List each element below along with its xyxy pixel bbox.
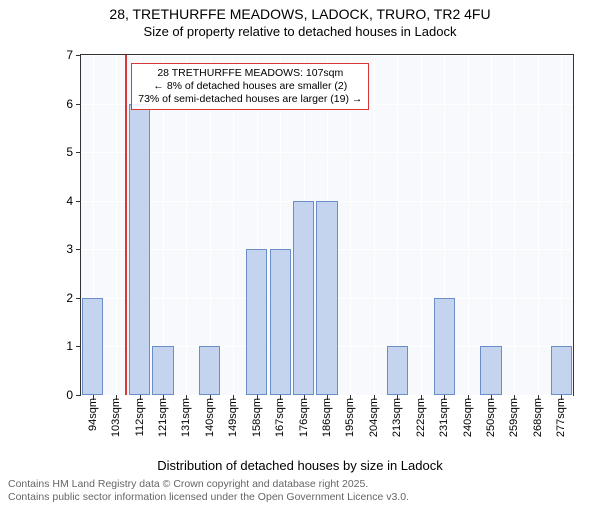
xtick-label: 240sqm — [462, 398, 474, 437]
gridline-v — [397, 55, 398, 395]
histogram-bar — [82, 298, 103, 395]
gridline-v — [421, 55, 422, 395]
ytick-mark — [76, 298, 81, 299]
histogram-bar — [152, 346, 173, 395]
ytick-mark — [76, 104, 81, 105]
xtick-label: 259sqm — [508, 398, 520, 437]
histogram-bar — [480, 346, 501, 395]
ytick-label: 0 — [53, 388, 73, 402]
ytick-label: 6 — [53, 97, 73, 111]
ytick-mark — [76, 249, 81, 250]
xtick-label: 231sqm — [438, 398, 450, 437]
xtick-label: 195sqm — [344, 398, 356, 437]
histogram-bar — [434, 298, 455, 395]
ytick-mark — [76, 395, 81, 396]
x-axis-label: Distribution of detached houses by size … — [157, 458, 442, 473]
gridline-v — [116, 55, 117, 395]
gridline-v — [491, 55, 492, 395]
gridline-v — [514, 55, 515, 395]
histogram-bar — [270, 249, 291, 395]
histogram-bar — [316, 201, 337, 395]
annotation-line-1: 28 TRETHURFFE MEADOWS: 107sqm — [138, 67, 362, 80]
xtick-label: 167sqm — [274, 398, 286, 437]
ytick-mark — [76, 346, 81, 347]
xtick-label: 112sqm — [134, 398, 146, 436]
xtick-label: 149sqm — [227, 398, 239, 437]
xtick-label: 131sqm — [180, 398, 192, 437]
histogram-bar — [293, 201, 314, 395]
gridline-v — [374, 55, 375, 395]
footer-line-2: Contains public sector information licen… — [8, 491, 409, 504]
ytick-label: 5 — [53, 145, 73, 159]
histogram-bar — [387, 346, 408, 395]
ytick-label: 1 — [53, 339, 73, 353]
histogram-bar — [551, 346, 572, 395]
xtick-label: 140sqm — [204, 398, 216, 437]
plot-area: 0123456794sqm103sqm112sqm121sqm131sqm140… — [80, 54, 574, 396]
annotation-line-2: ← 8% of detached houses are smaller (2) — [138, 80, 362, 93]
histogram-bar — [246, 249, 267, 395]
ytick-mark — [76, 152, 81, 153]
ytick-mark — [76, 55, 81, 56]
xtick-label: 121sqm — [157, 398, 169, 437]
footer-line-1: Contains HM Land Registry data © Crown c… — [8, 478, 409, 491]
xtick-label: 103sqm — [110, 398, 122, 437]
ytick-mark — [76, 201, 81, 202]
xtick-label: 222sqm — [415, 398, 427, 437]
title-main: 28, TRETHURFFE MEADOWS, LADOCK, TRURO, T… — [0, 6, 600, 22]
footer-attribution: Contains HM Land Registry data © Crown c… — [8, 478, 409, 504]
xtick-label: 277sqm — [555, 398, 567, 437]
ytick-label: 7 — [53, 48, 73, 62]
ytick-label: 4 — [53, 194, 73, 208]
chart-container: 0123456794sqm103sqm112sqm121sqm131sqm140… — [55, 54, 575, 424]
ytick-label: 2 — [53, 291, 73, 305]
xtick-label: 176sqm — [298, 398, 310, 437]
xtick-label: 213sqm — [391, 398, 403, 437]
annotation-box: 28 TRETHURFFE MEADOWS: 107sqm← 8% of det… — [131, 63, 369, 110]
gridline-v — [561, 55, 562, 395]
title-sub: Size of property relative to detached ho… — [0, 24, 600, 39]
xtick-label: 250sqm — [485, 398, 497, 437]
xtick-label: 268sqm — [532, 398, 544, 437]
xtick-label: 186sqm — [321, 398, 333, 437]
ytick-label: 3 — [53, 242, 73, 256]
histogram-bar — [129, 104, 150, 395]
annotation-line-3: 73% of semi-detached houses are larger (… — [138, 93, 362, 106]
xtick-label: 204sqm — [368, 398, 380, 437]
gridline-v — [538, 55, 539, 395]
xtick-label: 94sqm — [87, 398, 99, 431]
xtick-label: 158sqm — [251, 398, 263, 437]
histogram-bar — [199, 346, 220, 395]
gridline-v — [468, 55, 469, 395]
property-marker-line — [125, 55, 127, 395]
